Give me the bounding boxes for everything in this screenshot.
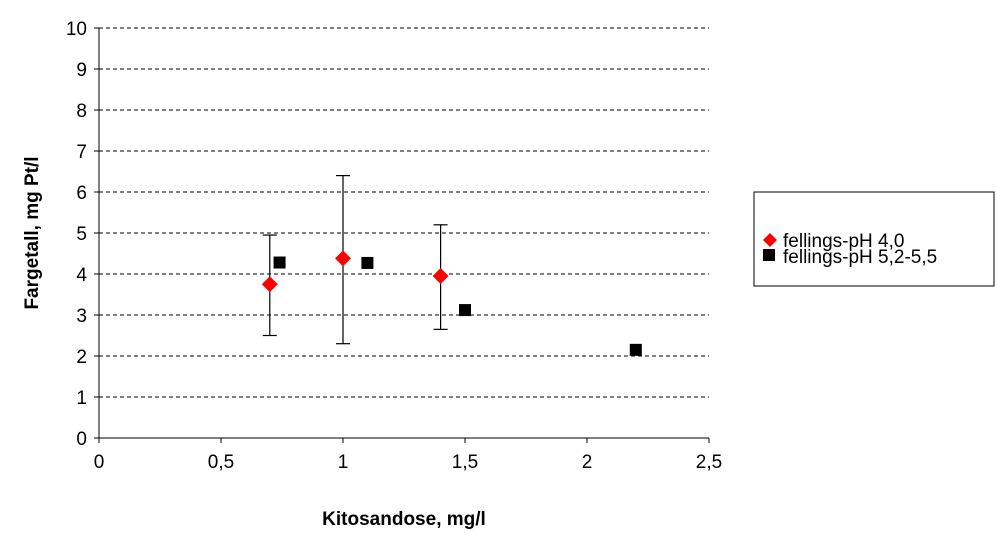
x-tick-label-1: 0,5 [208,452,234,473]
legend: fellings-pH 4,0 fellings-pH 5,2-5,5 [753,191,995,287]
point-square-s1-p2 [459,304,471,317]
y-tick-label-6: 6 [76,183,87,204]
point-diamond-s0-p0 [261,276,278,293]
point-diamond-s0-p2 [432,268,449,285]
y-tick-label-5: 5 [76,224,87,245]
point-diamond-s0-p1 [335,250,351,267]
y-tick-label-0: 0 [76,429,87,450]
y-tick-label-2: 2 [76,347,87,368]
tick-labels: 0 1 2 3 4 5 6 7 8 9 10 0 0,5 1 1,5 2 2,5 [66,19,722,473]
legend-label-ph52: fellings-pH 5,2-5,5 [783,247,937,268]
data-points [261,250,642,356]
y-axis-title: Fargetall, mg Pt/l [22,156,43,309]
gridlines [99,27,709,398]
point-square-s1-p1 [361,256,374,269]
x-axis-title: Kitosandose, mg/l [322,509,486,530]
x-tick-label-4: 2 [582,452,593,473]
legend-label-ph4: fellings-pH 4,0 [783,231,904,252]
error-bars [262,175,448,345]
y-tick-label-1: 1 [76,388,87,409]
y-tick-label-10: 10 [66,19,87,40]
legend-marker-square [763,249,775,261]
point-square-s1-p0 [273,256,286,269]
y-tick-label-3: 3 [76,306,87,327]
y-tick-label-9: 9 [76,60,87,81]
x-tick-label-0: 0 [94,452,105,473]
x-tick-label-2: 1 [338,452,349,473]
point-square-s1-p3 [629,343,642,356]
x-tick-label-3: 1,5 [452,452,478,473]
legend-box [753,191,995,287]
x-tick-label-5: 2,5 [696,452,722,473]
axes [94,27,710,443]
legend-marker-diamond [763,233,777,247]
y-tick-label-4: 4 [76,265,87,286]
y-tick-label-8: 8 [76,101,87,122]
y-tick-label-7: 7 [76,142,87,163]
